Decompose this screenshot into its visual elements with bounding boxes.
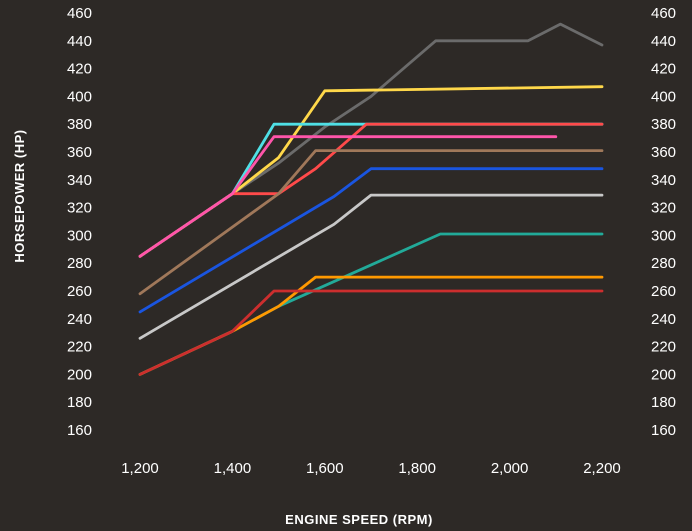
y-tick-label-right: 320 — [651, 200, 676, 217]
y-tick-label-right: 200 — [651, 366, 676, 383]
y-tick-label-left: 340 — [67, 172, 92, 189]
y-tick-label-left: 400 — [67, 88, 92, 105]
x-axis-title: ENGINE SPEED (RPM) — [285, 512, 433, 527]
series-line-5 — [138, 135, 558, 258]
y-tick-label-right: 400 — [651, 88, 676, 105]
y-tick-label-left: 360 — [67, 144, 92, 161]
x-tick-label: 2,000 — [491, 460, 529, 477]
y-tick-label-right: 240 — [651, 311, 676, 328]
y-tick-label-right: 380 — [651, 116, 676, 133]
series-line-8 — [138, 193, 604, 340]
x-tick-label: 2,200 — [583, 460, 621, 477]
y-tick-label-left: 380 — [67, 116, 92, 133]
series-line-9 — [138, 232, 604, 376]
y-tick-label-right: 180 — [651, 394, 676, 411]
y-tick-label-left: 260 — [67, 283, 92, 300]
x-tick-label: 1,400 — [214, 460, 252, 477]
y-tick-label-right: 360 — [651, 144, 676, 161]
y-axis-left: 460 440 420 400 380 360 340 320 300 280 260 240 220 2… — [67, 5, 92, 439]
y-tick-label-right: 160 — [651, 422, 676, 439]
y-tick-label-right: 340 — [651, 172, 676, 189]
y-axis-right: 460 440 420 400 380 360 340 320 300 280 260 240 220 2… — [651, 5, 676, 439]
y-tick-label-left: 160 — [67, 422, 92, 439]
y-tick-label-left: 220 — [67, 339, 92, 356]
series-line-4 — [138, 122, 604, 258]
y-axis-title: HORSEPOWER (HP) — [12, 129, 27, 262]
x-axis: 1,200 1,400 1,600 1,800 2,000 2,200 — [121, 460, 621, 477]
y-tick-label-left: 180 — [67, 394, 92, 411]
y-tick-label-left: 240 — [67, 311, 92, 328]
y-tick-label-left: 200 — [67, 366, 92, 383]
y-tick-label-left: 440 — [67, 33, 92, 50]
y-tick-label-left: 300 — [67, 227, 92, 244]
y-tick-label-left: 460 — [67, 5, 92, 22]
y-tick-label-left: 320 — [67, 200, 92, 217]
y-tick-label-right: 460 — [651, 5, 676, 22]
x-tick-label: 1,600 — [306, 460, 344, 477]
y-tick-label-left: 280 — [67, 255, 92, 272]
x-tick-label: 1,800 — [398, 460, 436, 477]
y-tick-label-right: 220 — [651, 339, 676, 356]
series-line-7 — [138, 167, 604, 314]
x-tick-label: 1,200 — [121, 460, 159, 477]
y-tick-label-right: 420 — [651, 61, 676, 78]
series-line-11 — [138, 289, 604, 376]
y-tick-label-right: 280 — [651, 255, 676, 272]
y-tick-label-right: 300 — [651, 227, 676, 244]
series-line-6 — [138, 149, 604, 296]
y-tick-label-right: 440 — [651, 33, 676, 50]
series-lines — [138, 22, 604, 376]
series-line-1 — [138, 22, 604, 258]
series-line-2 — [138, 85, 604, 258]
series-line-3 — [138, 122, 604, 258]
y-tick-label-right: 260 — [651, 283, 676, 300]
y-tick-label-left: 420 — [67, 61, 92, 78]
